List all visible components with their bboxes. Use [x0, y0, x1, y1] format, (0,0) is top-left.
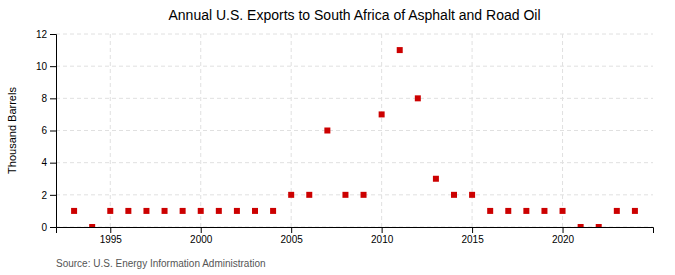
- x-grid-line: [472, 34, 473, 227]
- y-tick-mark: [50, 227, 56, 228]
- point: [270, 208, 276, 214]
- point: [596, 224, 602, 227]
- y-tick-label: 2: [41, 190, 47, 201]
- x-tick: 2010: [371, 227, 394, 245]
- x-tick: 1995: [100, 227, 123, 245]
- point: [71, 208, 77, 214]
- y-grid-line: [56, 66, 653, 67]
- y-tick-label: 0: [41, 222, 47, 233]
- y-tick-mark: [50, 195, 56, 196]
- point: [541, 208, 547, 214]
- x-tick-label: 2020: [552, 234, 575, 245]
- y-tick-mark: [50, 98, 56, 99]
- x-axis-line: [57, 228, 654, 234]
- y-tick-mark: [50, 34, 56, 35]
- x-grid-line: [562, 34, 563, 227]
- point: [162, 208, 168, 214]
- grid: [56, 34, 653, 227]
- point: [487, 208, 493, 214]
- point: [578, 224, 584, 227]
- point: [125, 208, 131, 214]
- x-tick-label: 2005: [281, 234, 304, 245]
- points: [71, 47, 638, 227]
- x-grid-line: [381, 34, 382, 227]
- point: [216, 208, 222, 214]
- point: [614, 208, 620, 214]
- plot-area: 1995 2000 2005 2010 2015 2020 0 2 4 6 8 10 12: [36, 29, 654, 245]
- y-grid-line: [56, 34, 653, 35]
- annotation: Source: U.S. Energy Information Administ…: [56, 258, 266, 269]
- x-axis: 1995 2000 2005 2010 2015 2020: [57, 227, 654, 245]
- y-tick: 8: [41, 93, 56, 104]
- y-tick: 12: [36, 29, 56, 40]
- x-tick-mark: [110, 227, 111, 233]
- point: [632, 208, 638, 214]
- point: [234, 208, 240, 214]
- x-tick-mark: [472, 227, 473, 233]
- x-tick-label: 2010: [371, 234, 394, 245]
- y-grid-line: [56, 162, 653, 163]
- title: Annual U.S. Exports to South Africa of A…: [169, 7, 541, 23]
- y-grid-line: [56, 98, 653, 99]
- x-tick: 2005: [281, 227, 304, 245]
- point: [107, 208, 113, 214]
- x-tick-mark: [563, 227, 564, 233]
- y-tick-mark: [50, 131, 56, 132]
- x-grid-line: [291, 34, 292, 227]
- x-tick: 2000: [190, 227, 213, 245]
- y-grid-line: [56, 194, 653, 195]
- point: [306, 192, 312, 198]
- y-tick: 0: [41, 222, 56, 233]
- y-tick-mark: [50, 66, 56, 67]
- point: [560, 208, 566, 214]
- y-tick-mark: [50, 163, 56, 164]
- chart: 1995 2000 2005 2010 2015 2020 0 2 4 6 8 10 12 Annual …: [0, 0, 675, 275]
- point: [143, 208, 149, 214]
- y-tick-label: 8: [41, 93, 47, 104]
- point: [288, 192, 294, 198]
- x-grid-line: [110, 34, 111, 227]
- y-tick: 10: [36, 61, 56, 72]
- y-tick: 6: [41, 125, 56, 136]
- point: [415, 95, 421, 101]
- y-tick-label: 4: [41, 157, 47, 168]
- x-tick: 2015: [461, 227, 484, 245]
- y-axis: 0 2 4 6 8 10 12: [36, 29, 57, 233]
- point: [342, 192, 348, 198]
- y-tick: 4: [41, 157, 56, 168]
- x-tick-label: 1995: [100, 234, 123, 245]
- point: [180, 208, 186, 214]
- y-tick-label: 10: [36, 61, 48, 72]
- x-tick-mark: [201, 227, 202, 233]
- point: [523, 208, 529, 214]
- x-tick-mark: [291, 227, 292, 233]
- y-tick-label: 12: [36, 29, 48, 40]
- point: [469, 192, 475, 198]
- point: [198, 208, 204, 214]
- point: [89, 224, 95, 227]
- point: [252, 208, 258, 214]
- point: [451, 192, 457, 198]
- y-grid-line: [56, 130, 653, 131]
- point: [433, 176, 439, 182]
- y-tick: 2: [41, 190, 56, 201]
- y-axis-line: [50, 35, 57, 228]
- point: [324, 128, 330, 134]
- point: [397, 47, 403, 53]
- x-tick-label: 2015: [461, 234, 484, 245]
- y-tick-label: 6: [41, 125, 47, 136]
- x-grid-line: [200, 34, 201, 227]
- x-tick-mark: [382, 227, 383, 233]
- x-tick: 2020: [552, 227, 575, 245]
- point: [505, 208, 511, 214]
- y-axis-label: Thousand Barrels: [6, 87, 18, 174]
- point: [361, 192, 367, 198]
- x-tick-label: 2000: [190, 234, 213, 245]
- point: [379, 111, 385, 117]
